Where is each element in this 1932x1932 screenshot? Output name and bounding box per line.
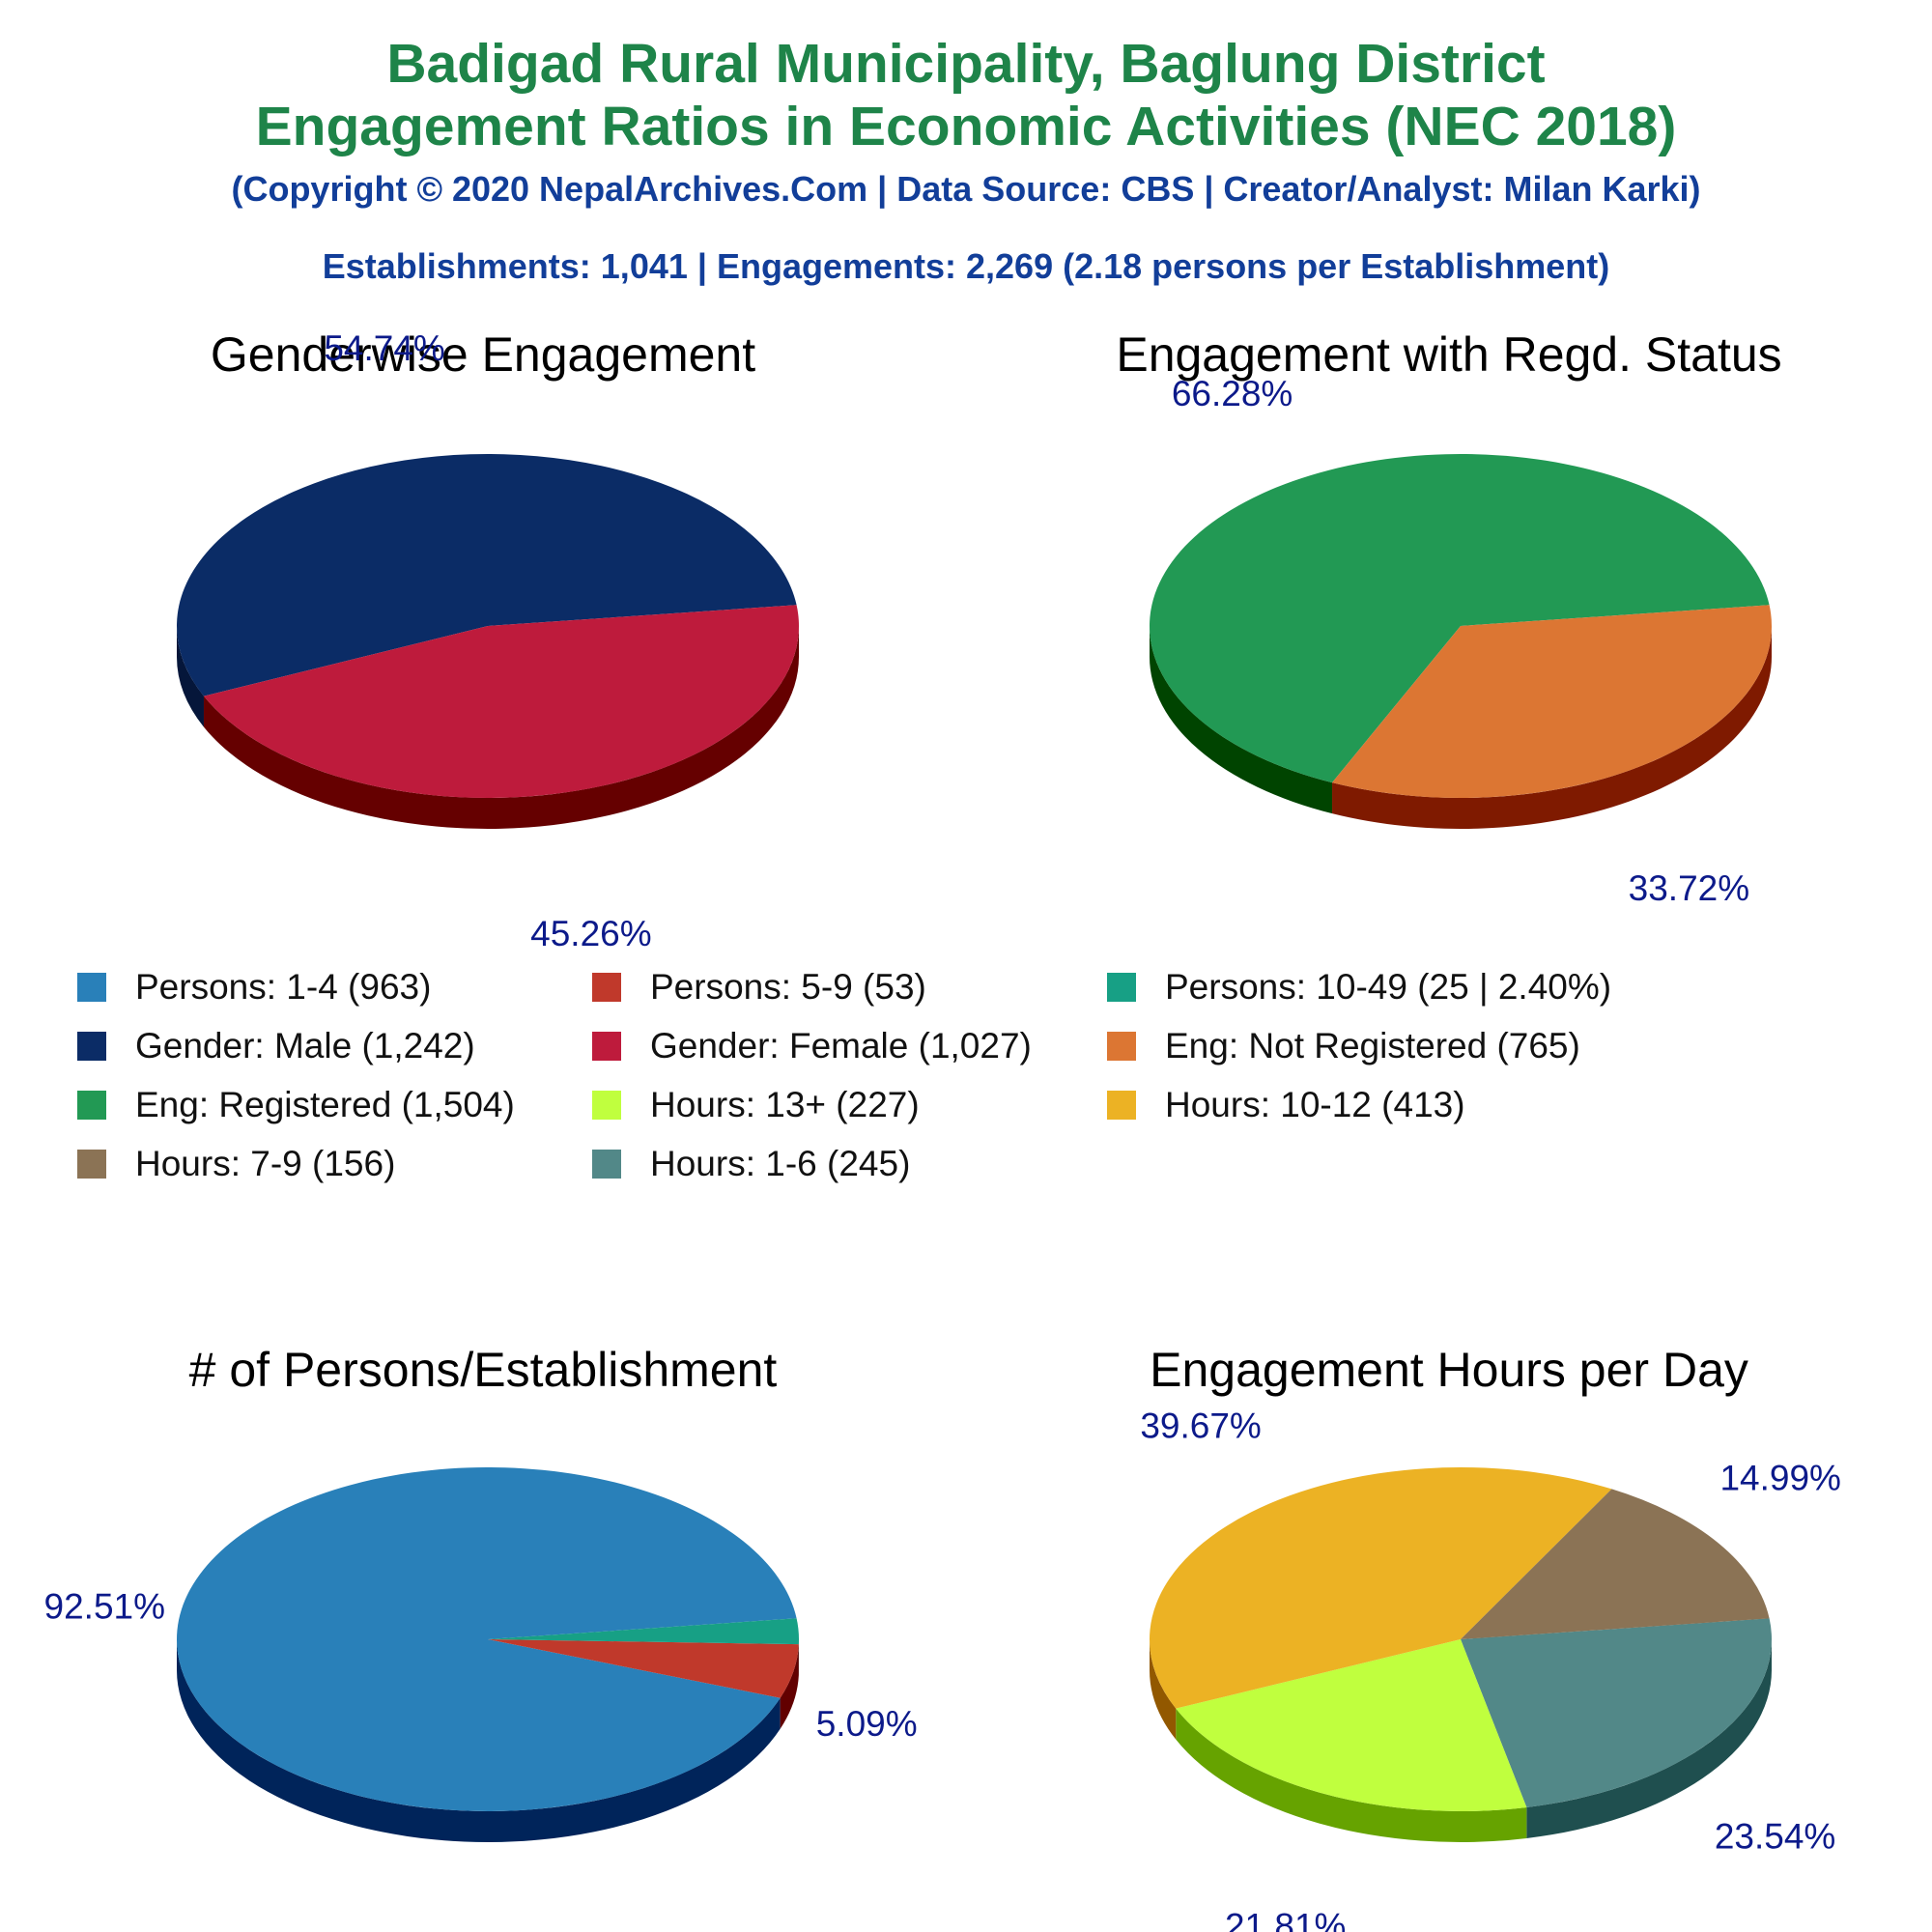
summary-line: Establishments: 1,041 | Engagements: 2,2… <box>322 246 1610 286</box>
pie-slice-persons-1-4 <box>177 1467 797 1811</box>
legend-item: Gender: Male (1,242) <box>77 1025 475 1067</box>
legend-item: Hours: 10-12 (413) <box>1107 1084 1465 1126</box>
legend-item: Hours: 1-6 (245) <box>592 1143 910 1185</box>
legend-item: Persons: 10-49 (25 | 2.40%) <box>1107 966 1611 1009</box>
legend-label: Persons: 5-9 (53) <box>650 967 926 1007</box>
pie-slice-registered <box>1150 453 1770 783</box>
pie-slice-not-registered <box>1332 605 1772 798</box>
legend-label: Persons: 10-49 (25 | 2.40%) <box>1165 967 1612 1007</box>
pie-side-wall <box>177 626 204 727</box>
legend-item: Persons: 5-9 (53) <box>592 966 926 1009</box>
pie-title-registration: Engagement with Regd. Status <box>1116 327 1782 382</box>
chart-title-line1: Badigad Rural Municipality, Baglung Dist… <box>386 33 1546 95</box>
pie-side-wall <box>1176 1708 1527 1843</box>
legend-swatch <box>77 1032 106 1061</box>
legend-label: Eng: Registered (1,504) <box>135 1085 515 1124</box>
pie-slice-persons-10-49 <box>488 1618 799 1645</box>
legend: Persons: 1-4 (963) Persons: 5-9 (53) Per… <box>0 966 1932 1208</box>
legend-item: Persons: 1-4 (963) <box>77 966 431 1009</box>
pie-chart-3: 92.51% 5.09% <box>44 1467 918 1843</box>
pie-slice-hours-7-9 <box>1461 1489 1770 1639</box>
legend-swatch <box>592 1091 621 1120</box>
legend-label: Hours: 1-6 (245) <box>650 1144 911 1183</box>
pie-percent-label: 21.81% <box>1225 1906 1347 1932</box>
pie-title-hours: Engagement Hours per Day <box>1150 1343 1748 1397</box>
legend-label: Persons: 1-4 (963) <box>135 967 432 1007</box>
legend-item: Hours: 7-9 (156) <box>77 1143 395 1185</box>
pie-slice-female <box>203 605 799 799</box>
chart-title-line2: Engagement Ratios in Economic Activities… <box>255 96 1677 157</box>
pie-slice-persons-5-9 <box>488 1639 799 1698</box>
legend-item: Gender: Female (1,027) <box>592 1025 1032 1067</box>
legend-swatch <box>592 973 621 1002</box>
legend-swatch <box>592 1150 621 1179</box>
legend-item: Eng: Registered (1,504) <box>77 1084 515 1126</box>
pie-chart-1: 54.74% 45.26% <box>177 328 799 953</box>
pie-side-wall <box>1526 1639 1772 1838</box>
pie-percent-label: 92.51% <box>44 1586 166 1626</box>
pie-side-wall <box>1150 1639 1177 1740</box>
pie-percent-label: 45.26% <box>530 914 652 953</box>
pie-chart-4: 23.54% 21.81% 39.67% 14.99% <box>1140 1406 1841 1932</box>
pie-percent-label: 14.99% <box>1719 1459 1841 1498</box>
legend-swatch <box>1107 1091 1136 1120</box>
pie-side-wall <box>1332 626 1772 830</box>
legend-swatch <box>1107 1032 1136 1061</box>
pie-percent-label: 5.09% <box>816 1704 918 1744</box>
legend-swatch <box>592 1032 621 1061</box>
pie-percent-label: 23.54% <box>1715 1816 1836 1856</box>
pie-title-persons: # of Persons/Establishment <box>188 1343 778 1397</box>
pie-percent-label: 39.67% <box>1140 1406 1262 1446</box>
pie-chart-2: 66.28% 33.72% <box>1150 374 1772 908</box>
legend-label: Gender: Male (1,242) <box>135 1026 475 1065</box>
legend-item: Hours: 13+ (227) <box>592 1084 920 1126</box>
legend-swatch <box>77 1091 106 1120</box>
pie-slice-hours-1-6 <box>1461 1618 1772 1807</box>
legend-item: Eng: Not Registered (765) <box>1107 1025 1580 1067</box>
legend-swatch <box>77 1150 106 1179</box>
pie-percent-label: 33.72% <box>1629 868 1750 908</box>
legend-label: Hours: 10-12 (413) <box>1165 1085 1465 1124</box>
legend-label: Hours: 7-9 (156) <box>135 1144 396 1183</box>
pie-side-wall <box>203 626 799 830</box>
pie-slice-hours-13plus <box>1176 1639 1527 1812</box>
pie-side-wall <box>1150 626 1333 814</box>
pie-slice-hours-10-12 <box>1149 1467 1612 1709</box>
pie-percent-label: 54.74% <box>324 328 445 368</box>
legend-label: Eng: Not Registered (765) <box>1165 1026 1580 1065</box>
legend-label: Gender: Female (1,027) <box>650 1026 1032 1065</box>
legend-swatch <box>1107 973 1136 1002</box>
legend-swatch <box>77 973 106 1002</box>
pie-title-gender: Genderwise Engagement <box>210 327 756 382</box>
copyright-line: (Copyright © 2020 NepalArchives.Com | Da… <box>231 169 1701 209</box>
pie-percent-label: 66.28% <box>1172 374 1293 413</box>
pie-side-wall <box>177 1639 781 1843</box>
legend-label: Hours: 13+ (227) <box>650 1085 920 1124</box>
pie-side-wall <box>780 1644 799 1729</box>
pie-slice-male <box>177 454 797 696</box>
